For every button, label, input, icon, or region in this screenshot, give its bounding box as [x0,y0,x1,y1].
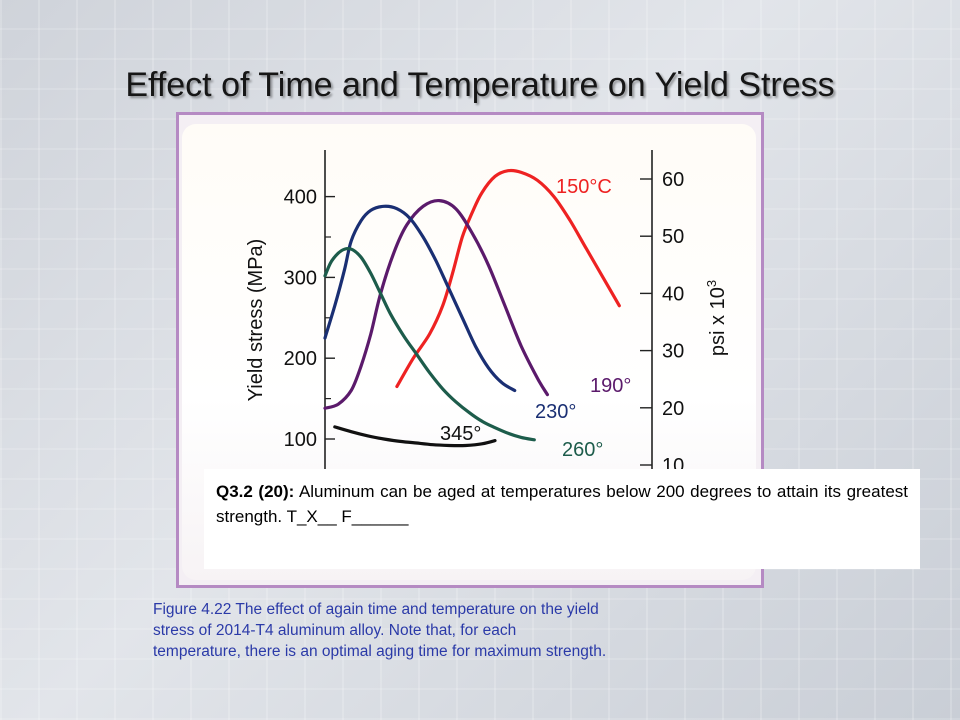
series-label-2: 230° [535,401,576,423]
right-axis-title-exponent: 3 [704,280,719,287]
series-label-4: 345° [440,423,481,445]
left-tick-label: 300 [284,267,317,289]
question-box: Q3.2 (20): Aluminum can be aged at tempe… [204,469,920,569]
caption-line: Figure 4.22 The effect of again time and… [153,601,599,618]
figure-caption: Figure 4.22 The effect of again time and… [153,599,793,662]
right-axis-title: psi x 103 [704,280,729,356]
series-line-3 [323,246,536,442]
series-line-2 [323,204,517,393]
series-line-1 [323,198,549,410]
question-text: Aluminum can be aged at temperatures bel… [216,482,908,526]
chart-series-labels: 150°C 190° 230° 260° 345° [440,176,631,461]
series-label-1: 190° [590,375,631,397]
right-tick-label: 20 [662,398,684,420]
left-tick-label: 200 [284,348,317,370]
series-line-4 [333,425,497,448]
right-tick-label: 50 [662,226,684,248]
question-label: Q3.2 (20): [216,482,295,501]
series-label-0: 150°C [556,176,612,198]
left-tick-label: 400 [284,187,317,209]
slide-title: Effect of Time and Temperature on Yield … [125,66,835,104]
left-tick-label: 100 [284,429,317,451]
chart-series [323,168,621,448]
right-tick-label: 40 [662,283,684,305]
series-line-0 [395,168,621,389]
caption-line: temperature, there is an optimal aging t… [153,643,607,660]
right-tick-label: 60 [662,169,684,191]
series-label-3: 260° [562,439,603,461]
caption-line: stress of 2014-T4 aluminum alloy. Note t… [153,622,517,639]
right-tick-label: 30 [662,341,684,363]
right-axis-title-base: psi x 10 [707,287,729,356]
left-axis-title: Yield stress (MPa) [245,239,267,402]
